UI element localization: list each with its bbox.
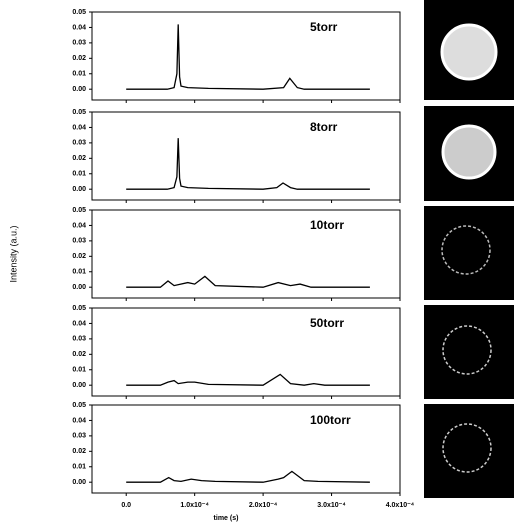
y-tick-label: 0.04 (72, 320, 86, 327)
y-tick-label: 0.00 (72, 479, 86, 486)
page: 0.00 0.01 0.02 0.03 0.04 0.05 5torr 0.00 0.01 0.0… (0, 0, 514, 526)
plot-frame (92, 405, 400, 493)
x-tick-label: 4.0x10⁻⁴ (386, 502, 415, 509)
y-tick-label: 0.04 (72, 124, 86, 131)
y-tick-label: 0.00 (72, 382, 86, 389)
ring-image (443, 126, 495, 178)
x-tick-label: 3.0x10⁻⁴ (317, 502, 346, 509)
plot-frame (92, 12, 400, 100)
y-tick-label: 0.04 (72, 222, 86, 229)
ring-images (424, 0, 514, 498)
y-tick-label: 0.03 (72, 433, 86, 440)
y-tick-label: 0.03 (72, 238, 86, 245)
y-tick-label: 0.02 (72, 351, 86, 358)
plot-frame (92, 210, 400, 298)
x-axis-label: time (s) (214, 515, 239, 522)
y-tick-label: 0.01 (72, 269, 86, 276)
y-tick-label: 0.04 (72, 24, 86, 31)
y-tick-label: 0.01 (72, 367, 86, 374)
y-tick-label: 0.05 (72, 109, 86, 116)
y-tick-label: 0.02 (72, 448, 86, 455)
line-series (126, 374, 370, 385)
x-tick-label: 0.0 (121, 502, 131, 509)
figure: 0.00 0.01 0.02 0.03 0.04 0.05 5torr 0.00 0.01 0.0… (0, 0, 514, 526)
y-tick-label: 0.02 (72, 55, 86, 62)
annotation: 8torr (310, 120, 338, 134)
y-tick-label: 0.05 (72, 402, 86, 409)
y-tick-label: 0.02 (72, 155, 86, 162)
annotation: 100torr (310, 413, 351, 427)
annotation: 5torr (310, 20, 338, 34)
image-frame (424, 206, 514, 300)
y-tick-label: 0.02 (72, 253, 86, 260)
line-series (126, 471, 370, 482)
x-tick-label: 2.0x10⁻⁴ (249, 502, 278, 509)
y-tick-label: 0.01 (72, 464, 86, 471)
y-tick-label: 0.05 (72, 305, 86, 312)
image-frame (424, 404, 514, 498)
y-tick-label: 0.01 (72, 71, 86, 78)
y-tick-label: 0.05 (72, 9, 86, 16)
x-tick-label: 1.0x10⁻⁴ (180, 502, 209, 509)
plot-frame (92, 308, 400, 396)
line-series (126, 276, 370, 287)
y-tick-label: 0.00 (72, 186, 86, 193)
y-tick-label: 0.05 (72, 207, 86, 214)
annotation: 50torr (310, 316, 344, 330)
line-series (126, 138, 370, 189)
y-axis-label: Intensity (a.u.) (8, 225, 18, 282)
y-tick-label: 0.03 (72, 336, 86, 343)
ring-image (442, 25, 496, 79)
y-tick-label: 0.03 (72, 140, 86, 147)
annotation: 10torr (310, 218, 344, 232)
y-tick-label: 0.04 (72, 417, 86, 424)
plot-frame (92, 112, 400, 200)
y-tick-label: 0.03 (72, 40, 86, 47)
y-tick-label: 0.00 (72, 284, 86, 291)
y-tick-label: 0.00 (72, 86, 86, 93)
y-tick-label: 0.01 (72, 171, 86, 178)
image-frame (424, 305, 514, 399)
